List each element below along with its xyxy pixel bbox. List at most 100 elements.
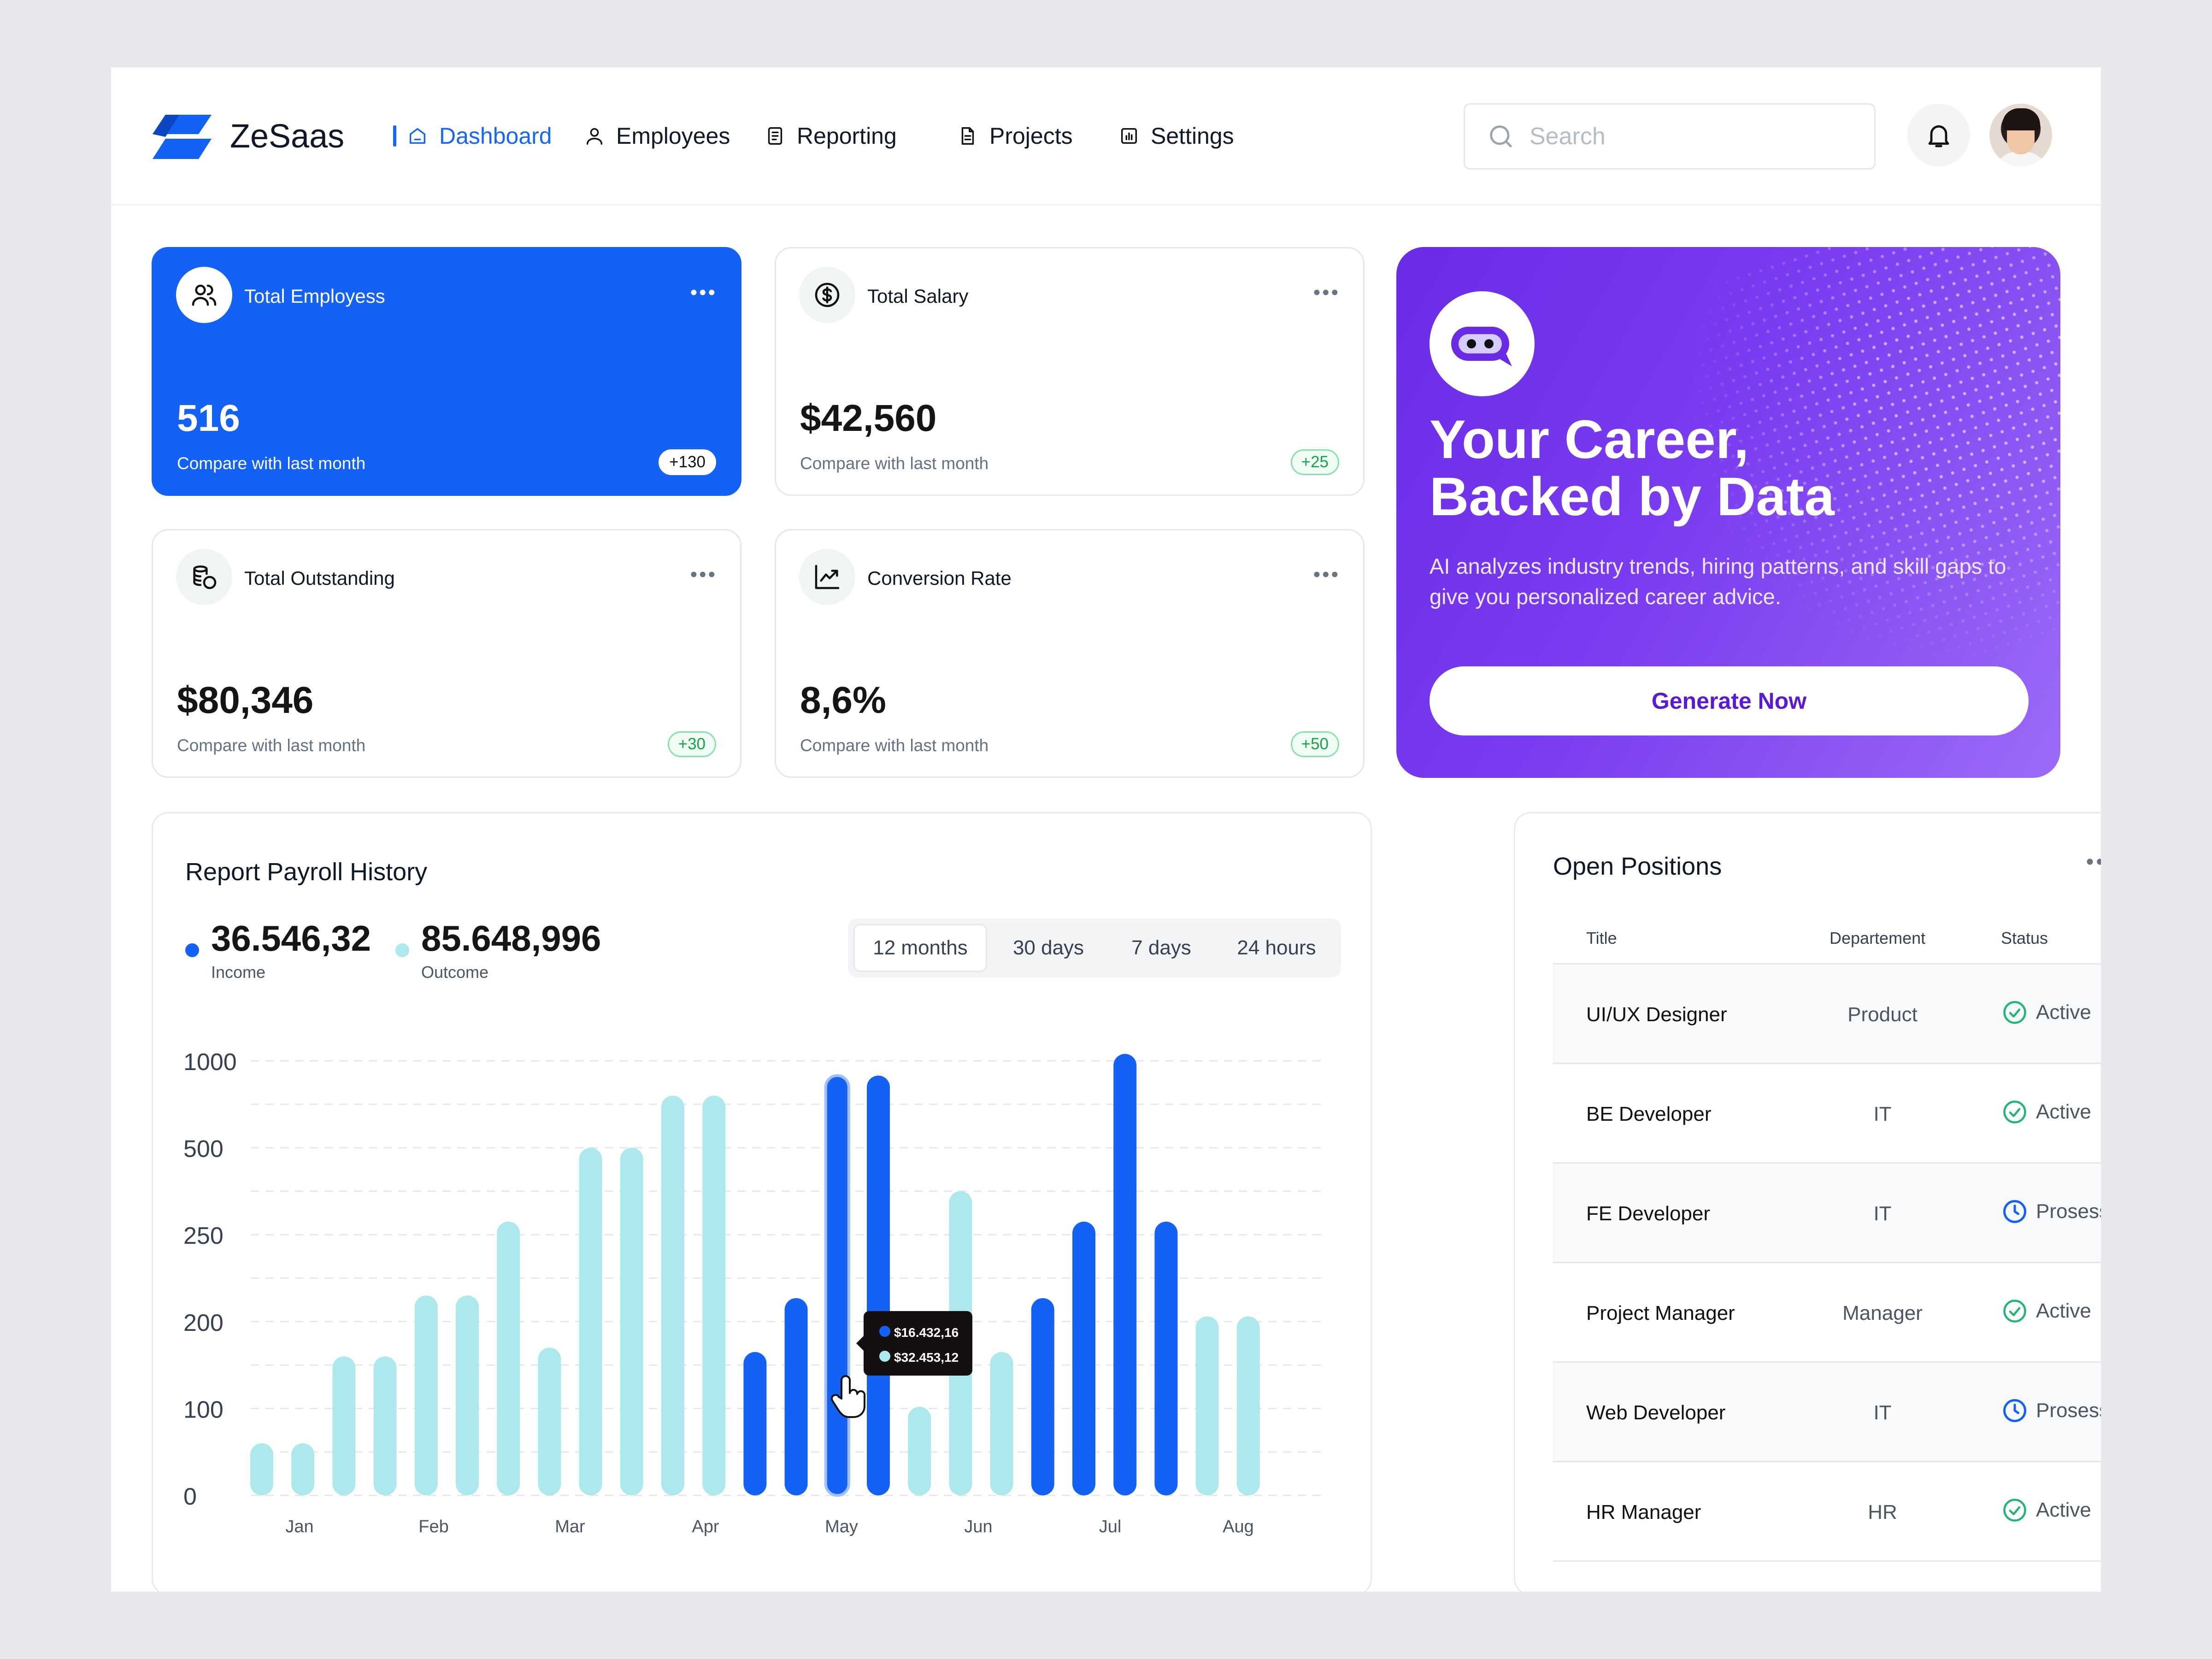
chart-bar: [414, 1295, 438, 1495]
chart-bar: [332, 1356, 356, 1495]
tab-24-hours[interactable]: 24 hours: [1237, 936, 1316, 959]
table-row[interactable]: Project Manager Manager Active: [1553, 1263, 2101, 1363]
chart-tooltip: [864, 1311, 972, 1376]
table-row[interactable]: HR Manager HR Active: [1553, 1462, 2101, 1562]
stat-card-total-salary[interactable]: Total Salary ••• $42,560 Compare with la…: [775, 247, 1365, 496]
table-header: Title Departement Status: [1553, 923, 2101, 965]
chart-bar: [291, 1443, 315, 1495]
income-label: Income: [211, 963, 266, 982]
position-title: UI/UX Designer: [1586, 1003, 1727, 1026]
nav-item-settings[interactable]: Settings: [1118, 120, 1234, 152]
position-title: FE Developer: [1586, 1202, 1711, 1225]
position-status: Prosess: [2001, 1397, 2101, 1424]
open-positions-panel: Open Positions ••• Title Departement Sta…: [1514, 812, 2101, 1592]
tooltip-outcome-dot: [879, 1351, 890, 1362]
x-tick-label: Jun: [964, 1517, 992, 1536]
card-value: 516: [177, 397, 240, 439]
x-tick-label: Apr: [692, 1517, 719, 1536]
search-box[interactable]: [1464, 103, 1876, 170]
position-title: HR Manager: [1586, 1501, 1701, 1524]
notifications-button[interactable]: [1907, 104, 1970, 166]
tab-7-days[interactable]: 7 days: [1131, 936, 1191, 959]
nav-item-projects[interactable]: Projects: [957, 120, 1073, 152]
change-badge: +130: [659, 449, 716, 475]
stat-card-total-outstanding[interactable]: Total Outstanding ••• $80,346 Compare wi…: [152, 529, 741, 778]
chart-bar: [1154, 1221, 1178, 1495]
clock-icon: [2003, 1399, 2026, 1422]
nav-label: Dashboard: [439, 123, 552, 149]
chart-bar: [497, 1221, 520, 1495]
change-badge: +30: [667, 731, 716, 757]
active-indicator: [393, 125, 396, 147]
position-department: IT: [1873, 1202, 1892, 1225]
table-row[interactable]: Web Developer IT Prosess: [1553, 1363, 2101, 1462]
y-tick-label: 500: [183, 1136, 224, 1163]
outcome-dot: [395, 943, 409, 957]
table-row[interactable]: FE Developer IT Prosess: [1553, 1164, 2101, 1263]
stat-card-total-employees[interactable]: Total Employess ••• 516 Compare with las…: [152, 247, 741, 496]
card-compare: Compare with last month: [800, 454, 989, 473]
top-bar: ZeSaas Dashboard Employees Reporting Pro…: [111, 67, 2101, 206]
x-tick-label: Mar: [555, 1517, 585, 1536]
app-name: ZeSaas: [230, 118, 345, 155]
tab-30-days[interactable]: 30 days: [1012, 936, 1084, 959]
nav-item-reporting[interactable]: Reporting: [765, 120, 897, 152]
panel-title: Report Payroll History: [185, 858, 428, 886]
nav-item-employees[interactable]: Employees: [584, 120, 730, 152]
home-icon: [409, 128, 426, 144]
search-input[interactable]: [1530, 123, 1852, 150]
position-status: Active: [2001, 1098, 2091, 1126]
generate-now-button[interactable]: Generate Now: [1430, 666, 2029, 735]
chart-bar: [456, 1295, 479, 1495]
chart-bar: [579, 1147, 602, 1495]
chart-bar: [1031, 1298, 1054, 1495]
dollar-icon: [799, 267, 855, 323]
robot-icon: [1430, 291, 1535, 396]
chart-bar: [784, 1298, 808, 1495]
tab-12-months[interactable]: 12 months: [853, 924, 987, 972]
user-icon: [586, 128, 603, 145]
more-icon[interactable]: •••: [690, 281, 717, 304]
x-tick-label: Feb: [418, 1517, 448, 1536]
more-icon[interactable]: •••: [1313, 281, 1340, 304]
nav-label: Settings: [1151, 123, 1234, 149]
x-tick-label: Jul: [1099, 1517, 1122, 1536]
position-title: Project Manager: [1586, 1302, 1735, 1324]
panel-title: Open Positions: [1553, 853, 1722, 880]
chart-bar: [1113, 1053, 1137, 1495]
table-row[interactable]: BE Developer IT Active: [1553, 1064, 2101, 1164]
position-department: IT: [1873, 1401, 1892, 1424]
card-title: Total Employess: [244, 285, 385, 307]
more-icon[interactable]: •••: [2086, 850, 2101, 874]
tooltip-pointer: [856, 1336, 864, 1351]
promo-description: AI analyzes industry trends, hiring patt…: [1430, 554, 2006, 609]
position-status: Active: [2001, 1297, 2091, 1325]
chart-bar: [620, 1147, 643, 1495]
nav-item-dashboard[interactable]: Dashboard: [407, 120, 552, 152]
position-status: Prosess: [2001, 1198, 2101, 1225]
chart-bar: [1072, 1221, 1095, 1495]
logo-icon: [153, 115, 212, 159]
avatar[interactable]: [1989, 104, 2052, 166]
more-icon[interactable]: •••: [1313, 563, 1340, 586]
change-badge: +25: [1290, 449, 1339, 475]
stat-card-conversion-rate[interactable]: Conversion Rate ••• 8,6% Compare with la…: [775, 529, 1365, 778]
logo[interactable]: ZeSaas: [147, 111, 344, 162]
coins-icon: [176, 549, 232, 605]
y-tick-label: 100: [183, 1396, 224, 1423]
change-badge: +50: [1290, 731, 1339, 757]
app-window: ZeSaas Dashboard Employees Reporting Pro…: [111, 67, 2101, 1592]
table-row[interactable]: UI/UX Designer Product Active: [1553, 965, 2101, 1064]
position-title: BE Developer: [1586, 1103, 1712, 1125]
income-value: 36.546,32: [211, 918, 371, 959]
more-icon[interactable]: •••: [690, 563, 717, 586]
chart-bar: [908, 1406, 931, 1495]
payroll-panel: Report Payroll History 36.546,32 Income …: [152, 812, 1372, 1592]
card-value: 8,6%: [800, 679, 886, 721]
card-compare: Compare with last month: [177, 454, 366, 473]
position-department: HR: [1868, 1501, 1897, 1524]
card-title: Conversion Rate: [867, 567, 1012, 589]
y-tick-label: 200: [183, 1310, 224, 1336]
chart-bar: [1236, 1316, 1260, 1495]
check-circle-icon: [2003, 1001, 2026, 1024]
